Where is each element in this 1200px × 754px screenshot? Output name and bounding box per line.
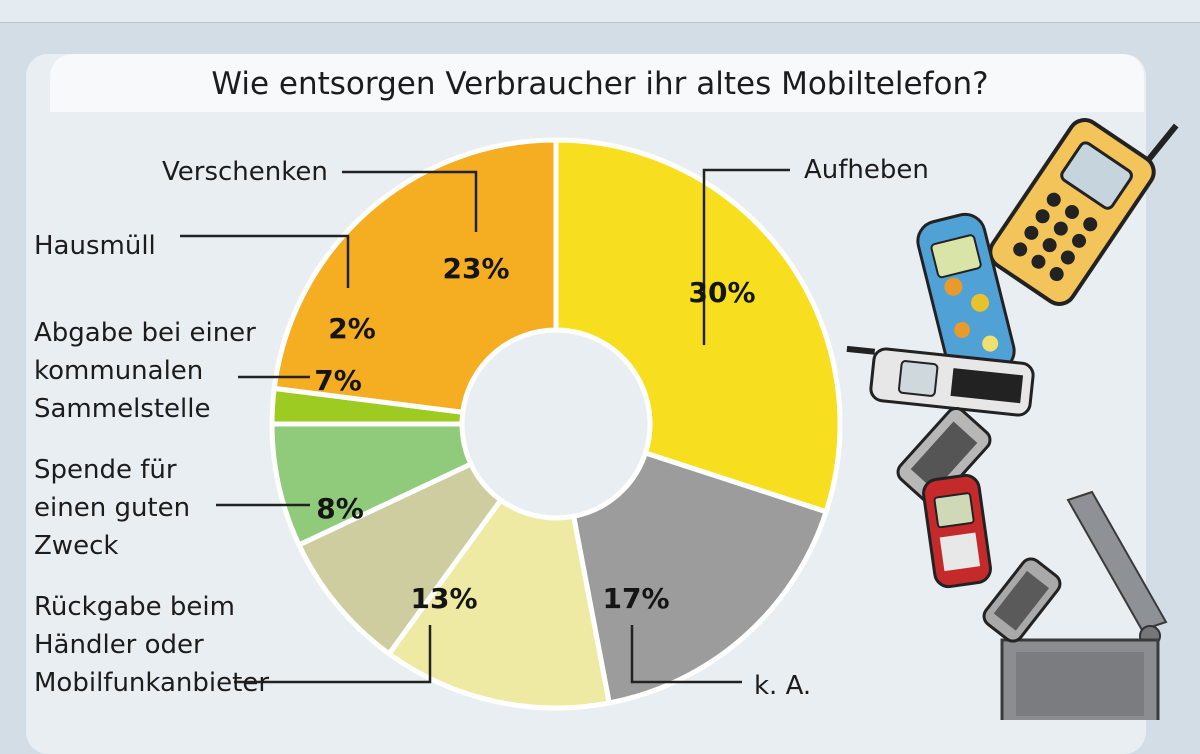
pct-label-verschenken: 23% [442, 252, 509, 285]
leader-line-aufheben [702, 168, 790, 345]
leader-line-ruckgabe-beim-handler-oder-mobilfunkanbieter [234, 625, 432, 684]
pct-label-k-a: 17% [602, 582, 669, 615]
category-label-spende-fur-einen-guten-zweck: Spende für einen guten Zweck [34, 455, 190, 561]
category-label-ruckgabe-beim-handler-oder-mobilfunkanbieter: Rückgabe beim Händler oder Mobilfunkanbiet… [34, 592, 269, 698]
chart-panel-header [50, 54, 1144, 112]
category-label-k-a: k. A. [754, 671, 811, 701]
slice-k-a [570, 449, 830, 706]
pct-label-ruckgabe-beim-handler-oder-mobilfunkanbieter: 13% [410, 582, 477, 615]
leader-line-hausmull [180, 234, 350, 288]
slice-spende-fur-einen-guten-zweck [295, 460, 505, 658]
category-label-abgabe-bei-einer-kommunalen-sammelstelle: Abgabe bei einer kommunalen Sammelstelle [34, 318, 256, 424]
slice-labels: 30% Aufheben 17% k. A. 13% Rückgabe beim Händl… [34, 155, 929, 701]
leader-lines [180, 168, 790, 684]
slice-ruckgabe-beim-handler-oder-mobilfunkanbieter [385, 496, 613, 711]
slice-aufheben [553, 137, 843, 515]
leader-line-k-a [630, 625, 742, 684]
donut-slices [269, 137, 843, 711]
slice-verschenken [271, 137, 559, 416]
donut-chart: 30% Aufheben 17% k. A. 13% Rückgabe beim Händl… [34, 118, 1179, 720]
pct-label-abgabe-bei-einer-kommunalen-sammelstelle: 7% [314, 364, 362, 397]
top-banner [0, 0, 1200, 23]
category-label-hausmull: Hausmüll [34, 231, 156, 261]
category-label-aufheben: Aufheben [804, 155, 929, 185]
pct-label-spende-fur-einen-guten-zweck: 8% [316, 492, 364, 525]
mobile-phones-illustration [846, 118, 1179, 720]
chart-title: Wie entsorgen Verbraucher ihr altes Mobi… [211, 66, 989, 102]
pct-label-aufheben: 30% [688, 276, 755, 309]
pct-label-hausmull: 2% [328, 312, 376, 345]
category-label-verschenken: Verschenken [162, 157, 328, 187]
leader-line-verschenken [342, 170, 478, 232]
